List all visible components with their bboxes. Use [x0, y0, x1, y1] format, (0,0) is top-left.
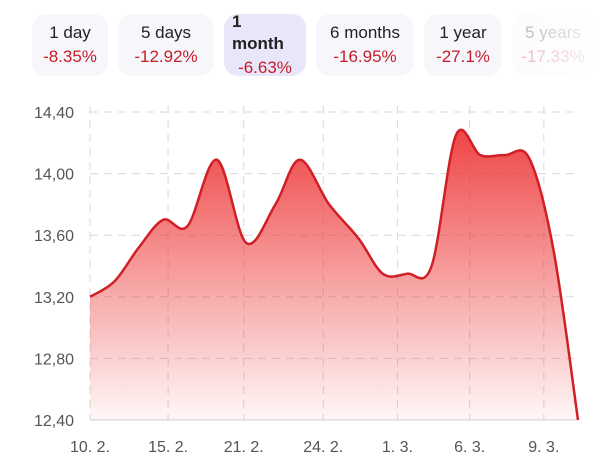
y-tick-label: 12,40: [34, 413, 74, 430]
y-tick-label: 12,80: [34, 351, 74, 368]
range-tab-label: 6 months: [330, 23, 400, 42]
x-tick-label: 15. 2.: [148, 439, 188, 456]
y-tick-label: 13,60: [34, 228, 74, 245]
range-tab-label: 1 day: [49, 23, 91, 42]
x-tick-label: 24. 2.: [303, 439, 343, 456]
x-tick-label: 10. 2.: [70, 439, 110, 456]
range-tab-label: 1 month: [232, 12, 284, 53]
y-tick-label: 14,00: [34, 167, 74, 184]
range-tab-change: -12.92%: [134, 47, 198, 66]
range-tab-label: 5 days: [140, 23, 192, 42]
y-tick-label: 14,40: [34, 105, 74, 122]
range-tab-1-day[interactable]: 1 day -8.35%: [32, 14, 108, 76]
x-tick-label: 6. 3.: [454, 439, 485, 456]
range-tab-label: 1 year: [439, 23, 487, 42]
y-tick-label: 13,20: [34, 290, 74, 307]
range-tab-change: -8.35%: [43, 47, 97, 66]
x-tick-label: 9. 3.: [528, 439, 559, 456]
range-tab-1-month[interactable]: 1 month -6.63%: [224, 12, 306, 77]
range-tab-5-days[interactable]: 5 days -12.92%: [118, 14, 214, 76]
range-tab-change: -16.95%: [333, 47, 397, 66]
price-line: [89, 128, 580, 421]
x-tick-label: 21. 2.: [224, 439, 264, 456]
range-tab-change: -6.63%: [238, 58, 292, 77]
x-tick-label: 1. 3.: [382, 439, 413, 456]
range-tab-change: -27.1%: [436, 47, 490, 66]
range-tab-6-months[interactable]: 6 months -16.95%: [316, 14, 414, 76]
price-area-fill: [90, 129, 578, 421]
